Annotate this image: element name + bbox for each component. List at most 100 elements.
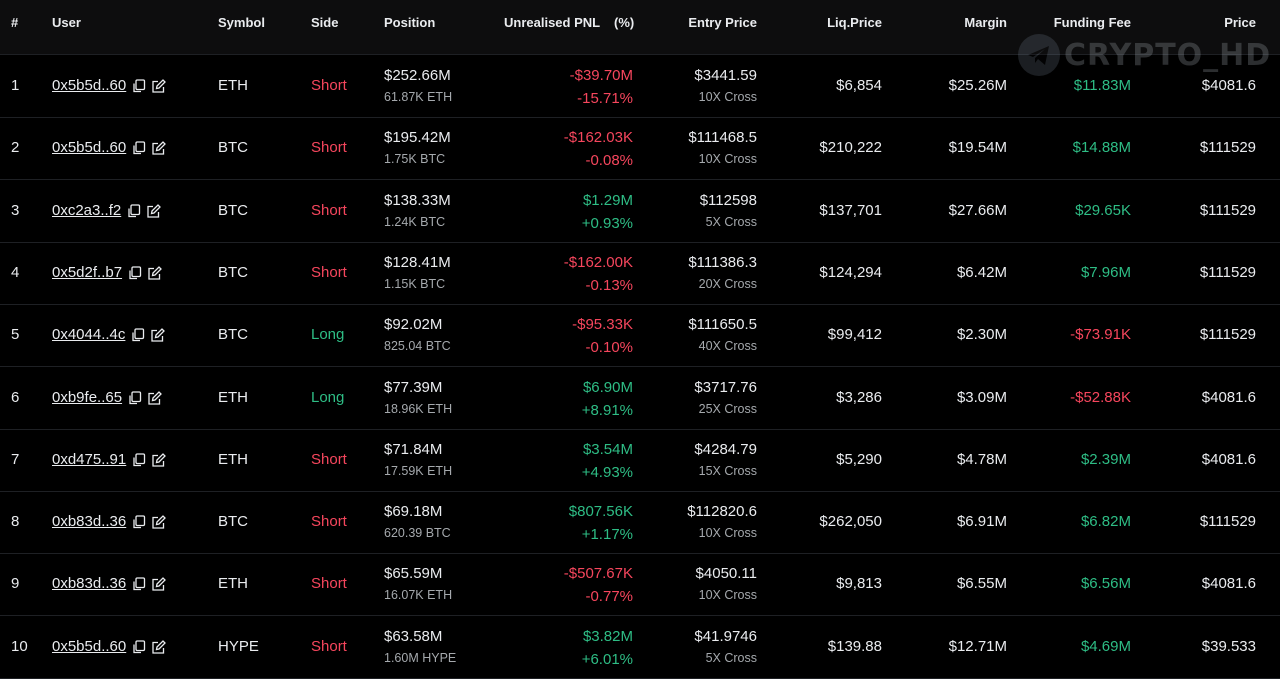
symbol: ETH xyxy=(218,450,248,468)
table-row[interactable]: 5 0x4044..4c BTC Long $92.02M 825.04 BTC -$95.… xyxy=(0,304,1280,368)
pnl-percent: +1.17% xyxy=(581,526,633,544)
margin: $19.54M xyxy=(948,139,1007,157)
symbol: HYPE xyxy=(218,637,259,655)
edit-icon[interactable] xyxy=(147,390,162,405)
edit-icon[interactable] xyxy=(147,265,162,280)
mark-price: $111529 xyxy=(1199,326,1256,344)
position-value: $69.18M xyxy=(384,503,443,521)
user-address-link[interactable]: 0xd475..91 xyxy=(52,450,127,468)
header-liq-price[interactable]: Liq.Price xyxy=(827,15,882,30)
copy-icon[interactable] xyxy=(131,328,145,342)
header-symbol[interactable]: Symbol xyxy=(218,15,265,30)
rank: 2 xyxy=(11,139,20,157)
copy-icon[interactable] xyxy=(128,266,142,280)
leverage: 20X Cross xyxy=(698,276,757,291)
position-size: 61.87K ETH xyxy=(384,90,453,104)
table-row[interactable]: 3 0xc2a3..f2 BTC Short $138.33M 1.24K BTC $1.2… xyxy=(0,180,1280,243)
edit-icon[interactable] xyxy=(151,141,166,155)
symbol: ETH xyxy=(218,388,248,406)
header-pnl[interactable]: Unrealised PNL xyxy=(504,15,601,30)
edit-icon[interactable] xyxy=(151,452,166,467)
table-row[interactable]: 7 0xd475..91 ETH Short $71.84M 17.59K ETH $3.5… xyxy=(0,429,1280,492)
copy-icon[interactable] xyxy=(132,141,146,155)
table-row[interactable]: 2 0x5b5d..60 BTC Short $195.42M 1.75K BTC -$16… xyxy=(0,117,1280,181)
edit-icon[interactable] xyxy=(151,79,166,93)
unrealised-pnl: -$39.70M xyxy=(569,67,633,84)
side: Short xyxy=(311,139,347,157)
user-address-link[interactable]: 0xb83d..36 xyxy=(52,513,127,531)
copy-icon[interactable] xyxy=(132,640,146,654)
header-funding-fee[interactable]: Funding Fee xyxy=(1053,15,1131,30)
table-row[interactable]: 10 0x5b5d..60 HYPE Short $63.58M 1.60M HYPE $3… xyxy=(0,616,1280,679)
symbol: BTC xyxy=(218,263,248,281)
pnl-percent: -15.71% xyxy=(577,90,633,107)
liq-price: $137,701 xyxy=(819,201,882,219)
user-address-link[interactable]: 0x5b5d..60 xyxy=(52,139,127,157)
rank: 4 xyxy=(11,263,20,281)
entry-price: $3441.59 xyxy=(694,67,757,84)
entry-price: $41.9746 xyxy=(694,627,757,645)
mark-price: $111529 xyxy=(1199,139,1256,157)
edit-icon[interactable] xyxy=(151,515,166,529)
user-address-link[interactable]: 0x5b5d..60 xyxy=(52,637,127,655)
user-address-link[interactable]: 0x4044..4c xyxy=(52,326,126,344)
user-address-link[interactable]: 0xc2a3..f2 xyxy=(52,201,122,219)
rank: 8 xyxy=(11,513,20,531)
liq-price: $9,813 xyxy=(836,575,882,593)
position-size: 16.07K ETH xyxy=(384,588,453,603)
side: Long xyxy=(311,388,345,406)
margin: $6.91M xyxy=(956,513,1007,531)
edit-icon[interactable] xyxy=(150,328,165,342)
header-price[interactable]: Price xyxy=(1224,15,1256,30)
position-value: $195.42M xyxy=(384,129,451,147)
user-address-link[interactable]: 0xb83d..36 xyxy=(52,575,127,593)
header-side[interactable]: Side xyxy=(311,15,339,30)
edit-icon[interactable] xyxy=(146,203,161,218)
edit-icon[interactable] xyxy=(151,639,166,654)
position-value: $138.33M xyxy=(384,191,451,209)
table-row[interactable]: 1 0x5b5d..60 ETH Short $252.66M 61.87K ETH -$3… xyxy=(0,55,1280,118)
liq-price: $139.88 xyxy=(827,637,882,655)
mark-price: $111529 xyxy=(1199,513,1256,531)
unrealised-pnl: -$507.67K xyxy=(563,565,633,583)
header-entry-price[interactable]: Entry Price xyxy=(688,15,757,30)
unrealised-pnl: $807.56K xyxy=(568,503,633,521)
table-row[interactable]: 9 0xb83d..36 ETH Short $65.59M 16.07K ETH -$50… xyxy=(0,553,1280,617)
unrealised-pnl: $6.90M xyxy=(582,378,633,396)
position-size: 18.96K ETH xyxy=(384,401,453,416)
leverage: 40X Cross xyxy=(698,339,757,354)
entry-price: $3717.76 xyxy=(694,378,757,396)
table-row[interactable]: 6 0xb9fe..65 ETH Long $77.39M 18.96K ETH $6.90… xyxy=(0,367,1280,430)
table-row[interactable]: 4 0x5d2f..b7 BTC Short $128.41M 1.15K BTC -$16… xyxy=(0,242,1280,305)
symbol: BTC xyxy=(218,201,248,219)
header-position[interactable]: Position xyxy=(384,15,436,30)
table-row[interactable]: 8 0xb83d..36 BTC Short $69.18M 620.39 BTC $807… xyxy=(0,491,1280,555)
position-size: 825.04 BTC xyxy=(384,339,451,354)
copy-icon[interactable] xyxy=(132,79,146,93)
user-address-link[interactable]: 0xb9fe..65 xyxy=(52,388,123,406)
user-address-link[interactable]: 0x5d2f..b7 xyxy=(52,263,123,281)
rank: 5 xyxy=(11,326,20,344)
header-user[interactable]: User xyxy=(52,15,81,30)
header-pct: (%) xyxy=(614,15,635,30)
funding-fee: -$73.91K xyxy=(1070,326,1131,344)
copy-icon[interactable] xyxy=(132,577,146,591)
mark-price: $4081.6 xyxy=(1201,77,1256,94)
funding-fee: $6.82M xyxy=(1080,513,1131,531)
edit-icon[interactable] xyxy=(151,577,166,592)
user-address-link[interactable]: 0x5b5d..60 xyxy=(52,77,127,94)
copy-icon[interactable] xyxy=(128,390,142,405)
unrealised-pnl: -$95.33K xyxy=(572,316,633,334)
funding-fee: $4.69M xyxy=(1080,637,1131,655)
copy-icon[interactable] xyxy=(127,203,141,218)
margin: $6.42M xyxy=(956,263,1007,281)
leverage: 10X Cross xyxy=(698,90,757,104)
margin: $2.30M xyxy=(956,326,1007,344)
unrealised-pnl: -$162.03K xyxy=(563,129,633,147)
entry-price: $111650.5 xyxy=(688,316,757,334)
symbol: ETH xyxy=(218,575,248,593)
entry-price: $4050.11 xyxy=(695,565,757,583)
copy-icon[interactable] xyxy=(132,515,146,529)
header-margin[interactable]: Margin xyxy=(964,15,1007,30)
copy-icon[interactable] xyxy=(132,453,146,467)
